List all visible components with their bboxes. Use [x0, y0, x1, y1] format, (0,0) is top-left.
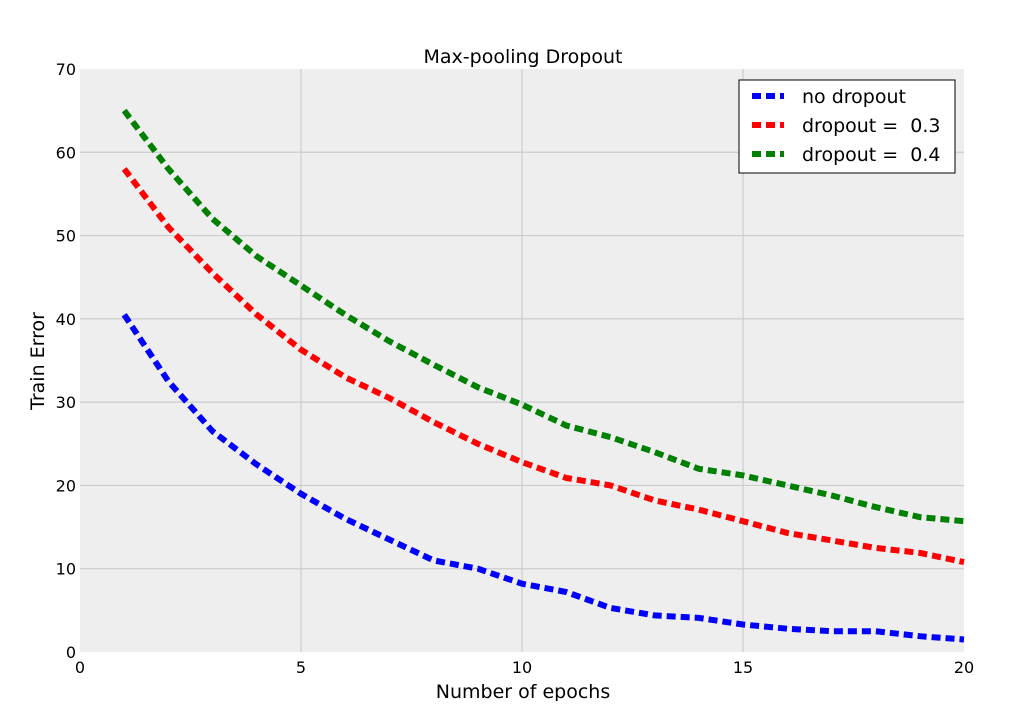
y-tick-label: 20: [56, 476, 76, 495]
y-tick-label: 50: [56, 227, 76, 246]
y-tick-label: 60: [56, 143, 76, 162]
y-tick-label: 40: [56, 310, 76, 329]
legend: no dropout dropout = 0.3 dropout = 0.4: [738, 79, 956, 174]
x-tick-label: 20: [954, 658, 974, 677]
series-line-3: [121, 108, 965, 525]
x-tick-label: 0: [75, 658, 85, 677]
series-line-2: [121, 167, 965, 566]
legend-label: dropout = 0.3: [802, 115, 941, 137]
series-lines: [121, 108, 965, 643]
axis-ticks: 0 5 10 15 20 0 10 20 30 40 50 60 70: [56, 60, 975, 677]
y-axis-label: Train Error: [27, 312, 49, 411]
y-tick-label: 10: [56, 560, 76, 579]
y-tick-label: 0: [66, 643, 76, 662]
x-tick-label: 15: [733, 658, 753, 677]
legend-label: dropout = 0.4: [802, 144, 941, 166]
x-axis-label: Number of epochs: [436, 681, 610, 701]
series-line-1: [121, 313, 965, 643]
x-tick-label: 10: [512, 658, 532, 677]
y-tick-label: 70: [56, 60, 76, 79]
legend-label: no dropout: [802, 86, 906, 108]
chart-title: Max-pooling Dropout: [424, 46, 623, 68]
x-tick-label: 5: [296, 658, 306, 677]
y-tick-label: 30: [56, 393, 76, 412]
